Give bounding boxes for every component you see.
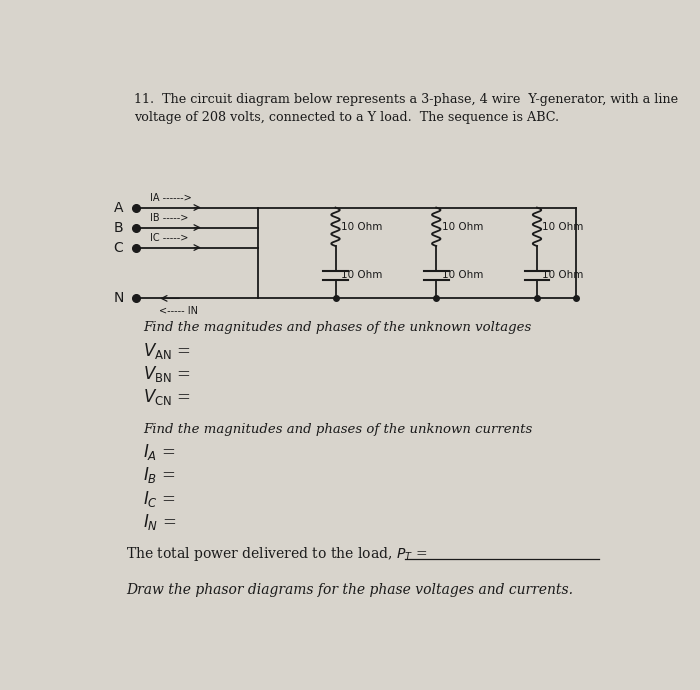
Text: $I_C$ =: $I_C$ = [144,489,176,509]
Text: 10 Ohm: 10 Ohm [341,270,382,279]
Text: Draw the phasor diagrams for the phase voltages and currents.: Draw the phasor diagrams for the phase v… [126,583,573,598]
Text: N: N [113,291,124,306]
Text: B: B [113,221,123,235]
Text: 10 Ohm: 10 Ohm [542,270,584,279]
Text: C: C [113,241,123,255]
Text: 10 Ohm: 10 Ohm [341,221,382,232]
Text: IA ------>: IA ------> [150,193,191,203]
Text: voltage of 208 volts, connected to a Y load.  The sequence is ABC.: voltage of 208 volts, connected to a Y l… [134,111,559,124]
Text: The total power delivered to the load, $P_T$ =: The total power delivered to the load, $… [126,545,429,563]
Text: 11.  The circuit diagram below represents a 3-phase, 4 wire  Y-generator, with a: 11. The circuit diagram below represents… [134,93,678,106]
Text: Find the magnitudes and phases of the unknown voltages: Find the magnitudes and phases of the un… [144,321,531,334]
Text: $V_\mathrm{BN}$ =: $V_\mathrm{BN}$ = [144,364,191,384]
Text: $I_B$ =: $I_B$ = [144,466,176,486]
Text: <----- IN: <----- IN [159,306,198,316]
Text: Find the magnitudes and phases of the unknown currents: Find the magnitudes and phases of the un… [144,423,533,436]
Text: IC ----->: IC -----> [150,233,188,243]
Text: 10 Ohm: 10 Ohm [542,221,584,232]
Text: $V_\mathrm{AN}$ =: $V_\mathrm{AN}$ = [144,341,191,361]
Text: $V_\mathrm{CN}$ =: $V_\mathrm{CN}$ = [144,387,191,407]
Text: A: A [113,201,123,215]
Text: 10 Ohm: 10 Ohm [442,270,483,279]
Text: 10 Ohm: 10 Ohm [442,221,483,232]
Text: $I_N$ =: $I_N$ = [144,512,177,532]
Text: $I_A$ =: $I_A$ = [144,442,176,462]
Text: IB ----->: IB -----> [150,213,188,223]
